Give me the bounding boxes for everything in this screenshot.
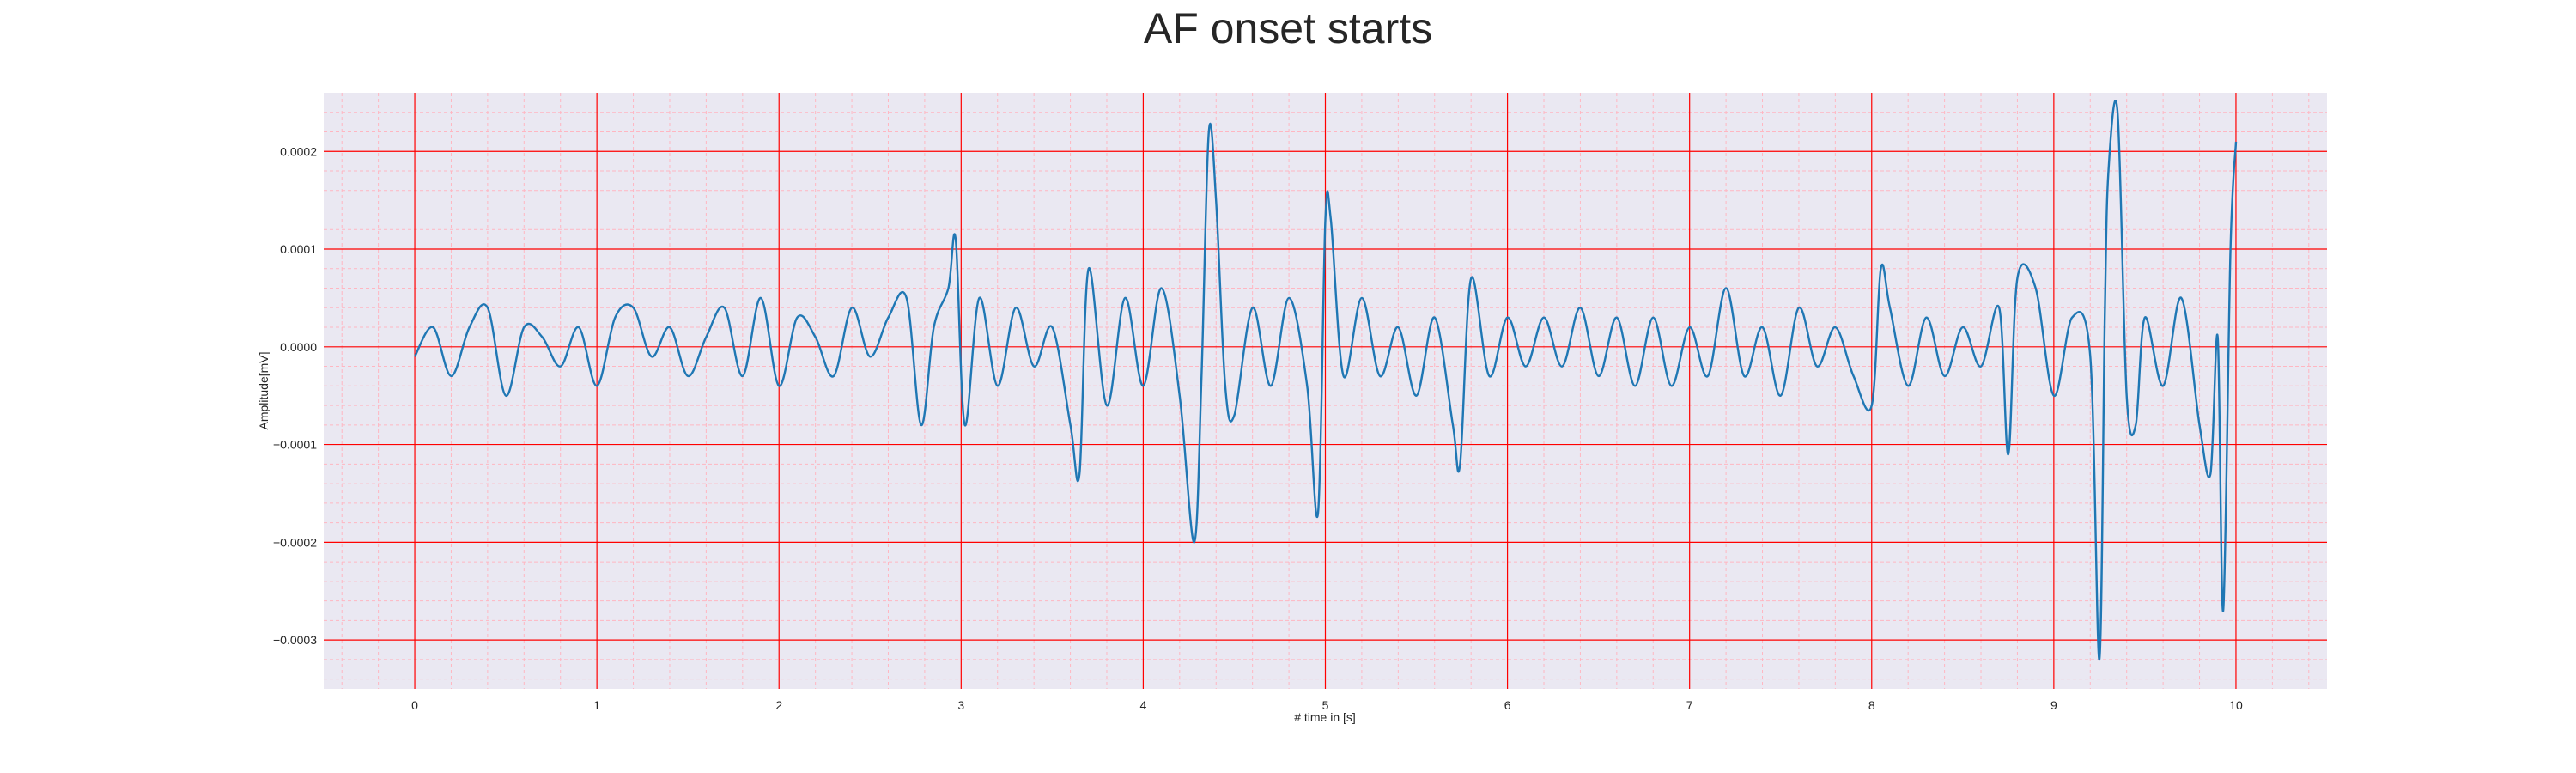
x-tick-label: 1 [593,698,600,712]
y-tick-label: 0.0000 [280,340,317,354]
chart-title: AF onset starts [1143,4,1433,52]
y-tick-label: −0.0001 [273,438,317,452]
minor-grid [324,93,2327,689]
x-tick-label: 7 [1686,698,1693,712]
x-tick-label: 8 [1868,698,1875,712]
x-tick-label: 10 [2229,698,2243,712]
y-tick-labels: −0.0003 −0.0002 −0.0001 0.0000 0.0001 0.0002 [273,144,317,647]
x-tick-label: 0 [411,698,418,712]
y-axis-label: Amplitude[mV] [257,351,270,429]
x-tick-label: 2 [775,698,782,712]
x-tick-label: 5 [1322,698,1329,712]
x-tick-label: 3 [957,698,964,712]
x-tick-label: 9 [2050,698,2057,712]
y-tick-label: 0.0002 [280,144,317,158]
y-tick-label: −0.0002 [273,535,317,549]
y-tick-label: 0.0001 [280,242,317,256]
y-tick-label: −0.0003 [273,633,317,647]
ecg-signal-line [413,100,2238,661]
x-tick-labels: 0 1 2 3 4 5 6 7 8 9 10 [411,698,2243,712]
x-tick-label: 6 [1504,698,1511,712]
x-tick-label: 4 [1140,698,1147,712]
x-axis-label: # time in [s] [1294,710,1356,724]
